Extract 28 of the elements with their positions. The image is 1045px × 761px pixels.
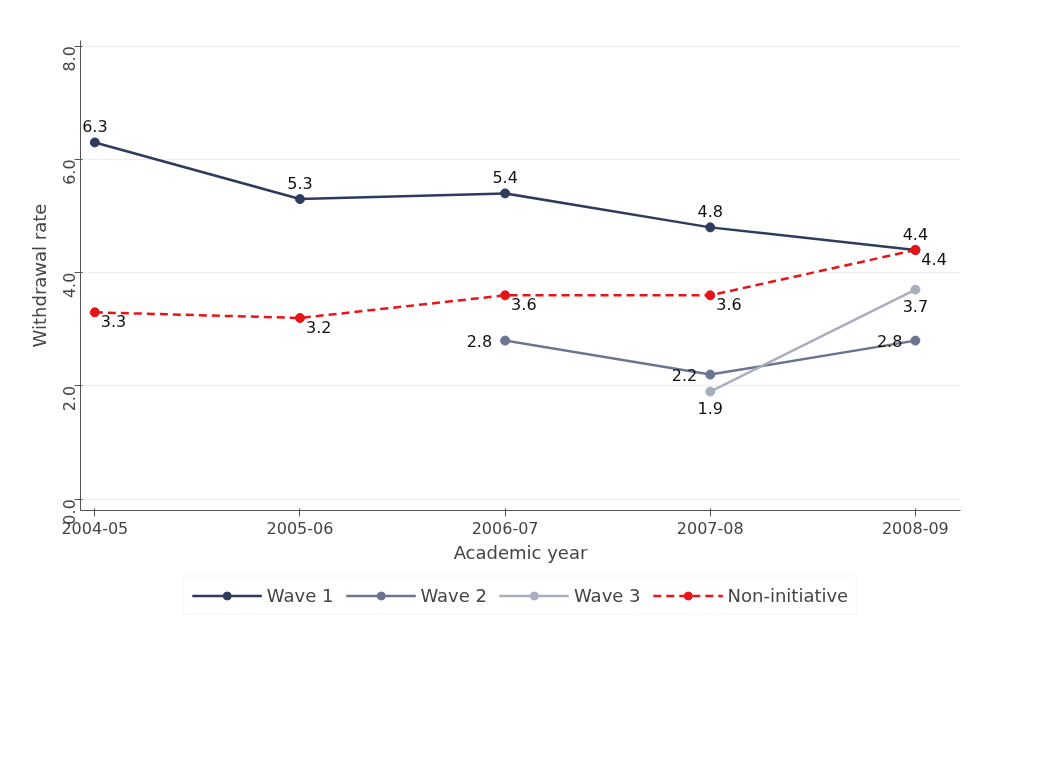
data-label: 6.3 <box>82 117 108 137</box>
data-label: 5.3 <box>287 174 313 194</box>
y-tick-label: 6.0 <box>60 159 80 185</box>
x-tick-label: 2007-08 <box>676 518 744 538</box>
legend-label: Wave 1 <box>266 584 334 606</box>
data-label: 2.8 <box>466 331 493 351</box>
x-tick-label: 2005-06 <box>266 518 334 538</box>
y-tick-label: 4.0 <box>60 272 80 299</box>
x-tick-label: 2008-09 <box>881 518 949 538</box>
legend-label: Wave 3 <box>573 584 641 606</box>
data-label: 5.4 <box>492 168 518 188</box>
data-label: 3.6 <box>716 295 742 315</box>
y-tick-label: 2.0 <box>60 385 80 412</box>
x-axis-title: Academic year <box>453 541 588 563</box>
legend-label: Wave 2 <box>420 584 487 606</box>
legend-label: Non-initiative <box>727 584 849 606</box>
x-tick-label: 2006-07 <box>471 518 539 538</box>
data-label: 4.8 <box>697 202 723 222</box>
data-label: 3.3 <box>100 312 127 332</box>
data-label: 1.9 <box>697 398 723 418</box>
data-label: 2.2 <box>671 365 698 385</box>
data-label: 4.4 <box>902 225 929 245</box>
data-label: 4.4 <box>921 250 947 270</box>
data-label: 3.6 <box>511 295 537 315</box>
data-label: 3.7 <box>902 296 929 316</box>
y-axis-title: Withdrawal rate <box>28 203 50 348</box>
y-tick-label: 8.0 <box>60 46 80 72</box>
data-label: 3.2 <box>305 317 332 337</box>
